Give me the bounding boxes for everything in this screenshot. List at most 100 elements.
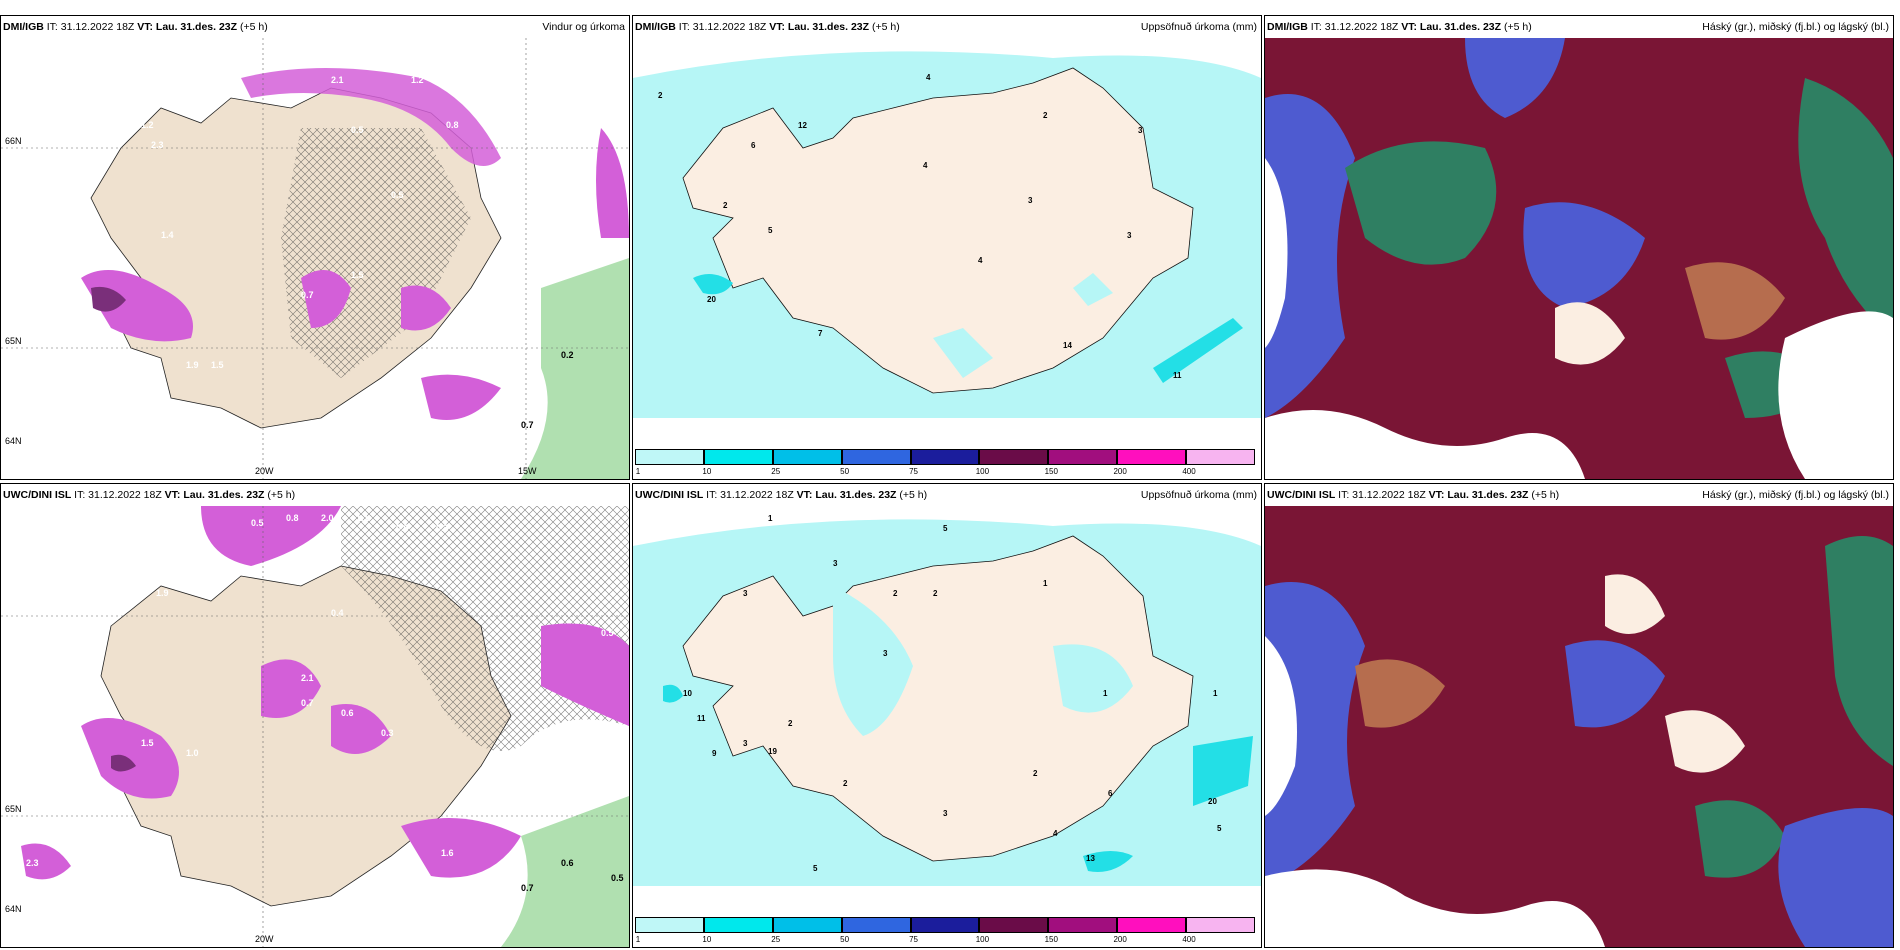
- value-label: 2: [933, 589, 938, 598]
- valid-time: VT: Lau. 31.des. 23Z: [796, 489, 897, 501]
- model-name: UWC/DINI ISL: [3, 489, 72, 501]
- value-label: 3: [1127, 231, 1132, 240]
- panel-header: DMI/IGB IT: 31.12.2022 18Z VT: Lau. 31.d…: [1, 16, 629, 38]
- valid-time: VT: Lau. 31.des. 23Z: [164, 489, 265, 501]
- valid-time: VT: Lau. 31.des. 23Z: [1401, 21, 1502, 33]
- iceland-land: [682, 67, 1194, 394]
- colorbar-tick-label: 200: [1113, 935, 1127, 944]
- colorbar-swatch: [772, 449, 842, 465]
- value-label: 5: [813, 864, 818, 873]
- panel-dmi-cloud: DMI/IGB IT: 31.12.2022 18Z VT: Lau. 31.d…: [1264, 15, 1894, 480]
- value-label: 4: [978, 256, 983, 265]
- cloud-map: [1265, 506, 1893, 947]
- value-label: 0.7: [521, 420, 534, 430]
- product-title: Vindur og úrkoma: [542, 21, 625, 33]
- value-label: 2: [658, 91, 663, 100]
- wind-precip-map: 20W 64N 65N 0.5 0.8 2.0 1.1 0.6 0.3 1.9 …: [1, 506, 629, 947]
- panel-uwc-wind: UWC/DINI ISL IT: 31.12.2022 18Z VT: Lau.…: [0, 483, 630, 948]
- lead-time: (+5 h): [239, 21, 268, 33]
- colorbar-tick-label: 400: [1182, 935, 1196, 944]
- value-label: 1.5: [211, 360, 224, 370]
- value-label: 1.2: [141, 120, 154, 130]
- colorbar-tick-label: 25: [771, 935, 781, 944]
- value-label: 1: [1103, 689, 1108, 698]
- valid-time: VT: Lau. 31.des. 23Z: [769, 21, 870, 33]
- value-label: 5: [943, 524, 948, 533]
- panel-header: DMI/IGB IT: 31.12.2022 18Z VT: Lau. 31.d…: [633, 16, 1261, 38]
- colorbar-tick-label: 150: [1044, 935, 1058, 944]
- product-title: Uppsöfnuð úrkoma (mm): [1140, 21, 1257, 33]
- colorbar-swatch: [635, 449, 704, 465]
- value-label: 1.9: [156, 588, 169, 598]
- colorbar-swatch: [1048, 449, 1118, 465]
- panel-header: DMI/IGB IT: 31.12.2022 18Z VT: Lau. 31.d…: [1265, 16, 1893, 38]
- init-time: IT: 31.12.2022 18Z: [1310, 21, 1399, 33]
- value-label: 3: [1028, 196, 1033, 205]
- value-label: 0.3: [381, 728, 394, 738]
- value-label: 2: [723, 201, 728, 210]
- precip-map: 2 4 12 6 2 5 4 3 2 3 3 4 20 7 14 11: [633, 38, 1261, 479]
- value-label: 0.5: [601, 628, 614, 638]
- wind-precip-map: 20W 15W 66N 64N 65N 1.2 2.1 0.8 1.3 0.9 …: [1, 38, 629, 479]
- panel-header: UWC/DINI ISL IT: 31.12.2022 18Z VT: Lau.…: [1265, 484, 1893, 506]
- value-label: 1.9: [481, 415, 494, 425]
- init-time: IT: 31.12.2022 18Z: [46, 21, 135, 33]
- value-label: 4: [1053, 829, 1058, 838]
- colorbar-tick-label: 200: [1113, 467, 1127, 476]
- value-label: 0.8: [286, 513, 299, 523]
- colorbar-swatch: [1117, 917, 1187, 933]
- value-label: 1.0: [601, 768, 614, 778]
- panel-dmi-precip: DMI/IGB IT: 31.12.2022 18Z VT: Lau. 31.d…: [632, 15, 1262, 480]
- value-label: 0.5: [391, 190, 404, 200]
- model-name: DMI/IGB: [635, 21, 676, 33]
- colorbar-tick-label: 100: [975, 935, 990, 944]
- panel-uwc-cloud: UWC/DINI ISL IT: 31.12.2022 18Z VT: Lau.…: [1264, 483, 1894, 948]
- axis-label-66n: 66N: [5, 136, 22, 146]
- model-name: DMI/IGB: [3, 21, 44, 33]
- value-label: 3: [883, 649, 888, 658]
- value-label: 3: [743, 589, 748, 598]
- value-label: 0.5: [511, 210, 524, 220]
- value-label: 12: [798, 121, 807, 130]
- value-label: 14: [1063, 341, 1072, 350]
- value-label: 0.3: [571, 200, 584, 210]
- value-label: 0.5: [351, 125, 364, 135]
- colorbar-swatch: [1117, 449, 1187, 465]
- value-label: 3: [943, 809, 948, 818]
- cloud-map: [1265, 38, 1893, 479]
- colorbar-tick-label: 400: [1182, 467, 1196, 476]
- value-label: 2.0: [321, 513, 334, 523]
- lead-time: (+5 h): [871, 21, 900, 33]
- colorbar-swatch: [1048, 917, 1118, 933]
- product-title: Háský (gr.), miðský (fj.bl.) og lágský (…: [1702, 21, 1889, 33]
- value-label: 0.9: [481, 100, 494, 110]
- value-label: 0.3: [561, 210, 574, 220]
- value-label: 2.1: [301, 673, 314, 683]
- value-label: 4: [923, 161, 928, 170]
- iceland-land: [682, 535, 1194, 862]
- value-label: 0.6: [501, 290, 514, 300]
- value-label: 0.6: [521, 290, 534, 300]
- axis-label-65n: 65N: [5, 336, 22, 346]
- colorbar-swatch: [910, 449, 980, 465]
- value-label: 10: [683, 689, 692, 698]
- value-label: 0.8: [446, 120, 459, 130]
- value-label: 1.1: [356, 513, 369, 523]
- colorbar: 1 10 25 50 75 100 150 200 400: [635, 917, 1259, 945]
- value-label: 1.4: [161, 230, 174, 240]
- value-label: 3: [743, 739, 748, 748]
- colorbar-tick-label: 1: [635, 935, 641, 944]
- value-label: 0.7: [301, 290, 314, 300]
- value-label: 0.7: [301, 698, 314, 708]
- value-label: 2.1: [331, 75, 344, 85]
- value-label: 2: [1043, 111, 1048, 120]
- valid-time: VT: Lau. 31.des. 23Z: [137, 21, 238, 33]
- axis-label-65n: 65N: [5, 804, 22, 814]
- value-label: 9: [712, 749, 717, 758]
- value-label: 2.3: [26, 858, 39, 868]
- colorbar-swatch: [1186, 449, 1255, 465]
- value-label: 1.5: [351, 270, 364, 280]
- value-label: 6: [751, 141, 756, 150]
- value-label: 19: [768, 747, 777, 756]
- lead-time: (+5 h): [267, 489, 296, 501]
